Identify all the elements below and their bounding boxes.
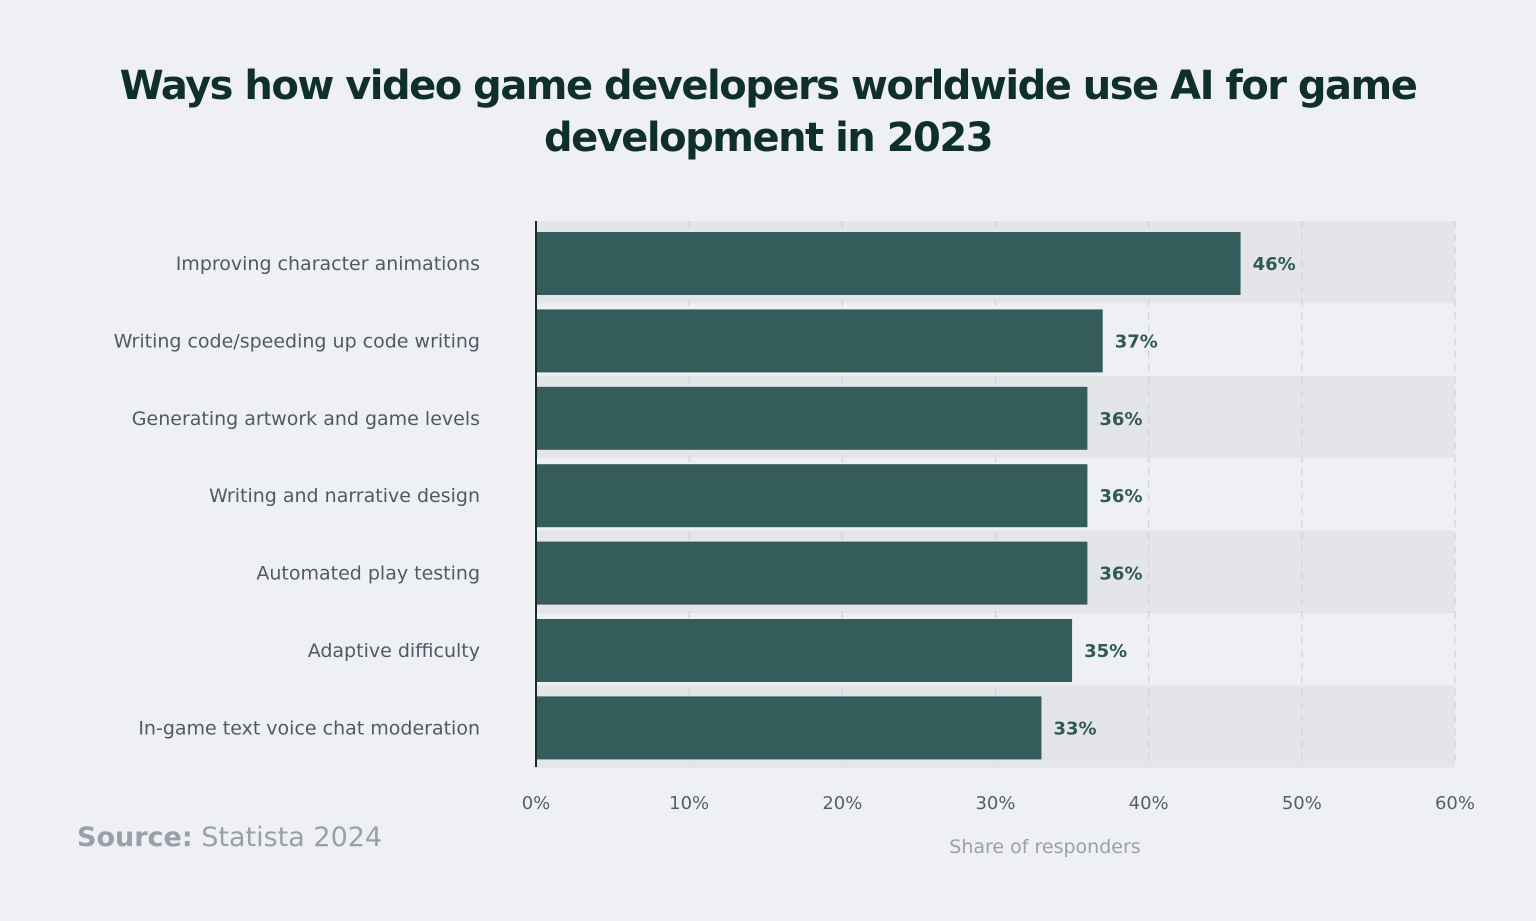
category-label: Automated play testing	[256, 563, 480, 585]
value-label: 36%	[1099, 564, 1142, 585]
category-label: Improving character animations	[176, 253, 480, 275]
x-axis-label: Share of responders	[949, 836, 1141, 858]
category-label: Generating artwork and game levels	[132, 408, 480, 430]
x-tick-label: 60%	[1435, 793, 1475, 814]
bar	[536, 619, 1073, 682]
category-label: Writing and narrative design	[209, 485, 480, 507]
chart-title: Ways how video game developers worldwide…	[119, 63, 1418, 161]
bar	[536, 696, 1042, 760]
category-label: Writing code/speeding up code writing	[114, 330, 480, 352]
category-label: Adaptive difficulty	[308, 640, 480, 662]
value-label: 33%	[1053, 718, 1096, 739]
category-label: In-game text voice chat moderation	[138, 717, 480, 739]
x-tick-label: 20%	[822, 793, 862, 814]
value-label: 37%	[1115, 331, 1158, 352]
source-note: Source: Statista 2024	[77, 822, 382, 853]
bar	[536, 464, 1088, 528]
value-label: 36%	[1099, 409, 1142, 430]
bar	[536, 541, 1088, 605]
value-label: 36%	[1099, 486, 1142, 507]
bar	[536, 309, 1103, 373]
source-label: Source:	[77, 822, 193, 853]
bar	[536, 232, 1241, 295]
x-tick-label: 10%	[669, 793, 709, 814]
source-text: Statista 2024	[201, 822, 383, 853]
x-tick-label: 40%	[1129, 793, 1169, 814]
x-tick-label: 30%	[975, 793, 1015, 814]
x-tick-label: 0%	[522, 793, 551, 814]
value-label: 35%	[1084, 641, 1127, 662]
bar	[536, 386, 1088, 450]
x-tick-label: 50%	[1282, 793, 1322, 814]
value-label: 46%	[1253, 254, 1296, 275]
